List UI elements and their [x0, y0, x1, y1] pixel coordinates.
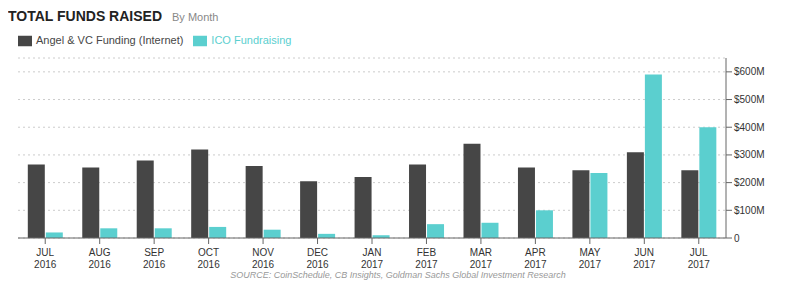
svg-text:JUL2016: JUL2016 — [34, 247, 57, 268]
svg-text:$100M: $100M — [734, 205, 765, 216]
html-text:Angel & VC Funding (Internet): Angel & VC Funding (Internet) — [36, 34, 184, 46]
html-text:By Month: By Month — [172, 11, 219, 23]
svg-text:OCT2016: OCT2016 — [197, 247, 220, 268]
html-text:TOTAL FUNDS RAISED: TOTAL FUNDS RAISED — [8, 8, 162, 24]
svg-text:DEC2016: DEC2016 — [306, 247, 329, 268]
svg-text:JUN2017: JUN2017 — [633, 247, 656, 268]
svg-text:$500M: $500M — [734, 94, 765, 105]
svg-text:SEP2016: SEP2016 — [143, 247, 166, 268]
svg-text:JAN2017: JAN2017 — [361, 247, 384, 268]
html-text:ICO Fundraising: ICO Fundraising — [211, 34, 292, 46]
svg-text:MAR2017: MAR2017 — [470, 247, 493, 268]
svg-text:FEB2017: FEB2017 — [415, 247, 438, 268]
html-text:SOURCE: CoinSchedule, CB Insig: SOURCE: CoinSchedule, CB Insights, Goldm… — [230, 270, 566, 280]
svg-text:AUG2016: AUG2016 — [89, 247, 112, 268]
svg-text:$300M: $300M — [734, 149, 765, 160]
svg-text:APR2017: APR2017 — [524, 247, 547, 268]
svg-text:JUL2017: JUL2017 — [688, 247, 711, 268]
svg-text:0: 0 — [734, 233, 740, 244]
svg-text:$400M: $400M — [734, 122, 765, 133]
svg-text:NOV2016: NOV2016 — [252, 247, 275, 268]
svg-text:$600M: $600M — [734, 66, 765, 77]
svg-text:MAY2017: MAY2017 — [579, 247, 602, 268]
svg-text:$200M: $200M — [734, 177, 765, 188]
